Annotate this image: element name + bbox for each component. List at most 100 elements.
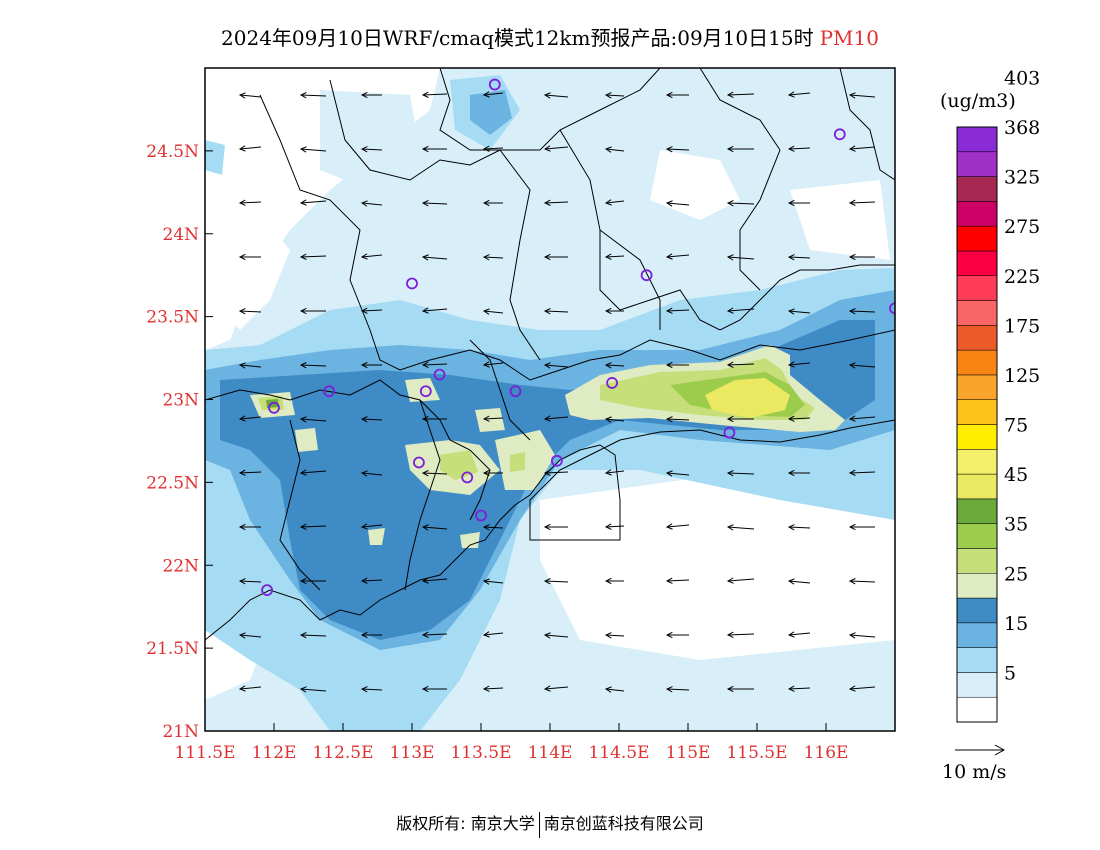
wind-arrow [726, 524, 755, 531]
wind-arrow [787, 631, 811, 638]
wind-arrow [543, 415, 569, 422]
wind-arrow [299, 523, 327, 530]
wind-arrow [665, 416, 690, 423]
wind-arrow [238, 362, 262, 369]
wind-arrow [421, 470, 448, 477]
lon-tick-label: 115.5E [726, 743, 787, 763]
wind-arrow [604, 253, 625, 260]
wind-arrow [360, 307, 383, 314]
wind-arrow [787, 254, 811, 261]
monitoring-stations [261, 78, 895, 597]
lon-tick-label: 112E [252, 743, 297, 763]
colorbar-swatch [956, 473, 998, 500]
colorbar-label: 35 [1004, 514, 1028, 536]
wind-arrow [482, 685, 504, 692]
lon-tick-label: 116E [804, 743, 849, 763]
wind-arrow [665, 361, 689, 369]
station-marker [833, 128, 846, 141]
colorbar-swatch [956, 349, 998, 376]
colorbar-label: 368 [1004, 117, 1040, 139]
wind-arrow [848, 253, 875, 261]
colorbar-label: 75 [1004, 415, 1028, 437]
wind-arrow [726, 631, 755, 638]
wind-arrow [665, 200, 690, 207]
wind-arrow [604, 416, 625, 423]
colorbar-swatch [956, 250, 998, 276]
wind-arrow [726, 91, 755, 98]
wind-arrow [604, 362, 625, 369]
title-text: 2024年09月10日WRF/cmaq模式12km预报产品:09月10日15时 [221, 26, 814, 50]
wind-arrow [421, 91, 448, 98]
wind-arrow [421, 200, 448, 207]
wind-arrow [787, 578, 811, 585]
wind-arrow [604, 307, 624, 315]
wind-arrow [726, 200, 755, 207]
wind-arrow [360, 91, 382, 99]
wind-arrow [238, 632, 262, 639]
wind-arrow [482, 415, 504, 422]
wind-arrow [787, 524, 811, 531]
wind-arrow [848, 523, 875, 531]
wind-arrow [482, 308, 504, 315]
station-marker [419, 385, 432, 398]
wind-arrow [421, 145, 447, 153]
wind-arrow [299, 577, 326, 585]
wind-arrow [299, 253, 327, 260]
wind-arrow [665, 307, 690, 314]
lon-tick-label: 114E [528, 743, 573, 763]
wind-arrow [726, 254, 755, 261]
wind-arrow [726, 685, 754, 693]
wind-arrow [787, 415, 811, 422]
lat-tick-label: 24.5N [146, 142, 199, 162]
wind-arrow [726, 361, 755, 368]
station-marker [488, 78, 501, 91]
station-marker [889, 302, 895, 315]
colorbar: (ug/m3) 5 15 25 35 45 75 125 175 225 275 325 368 403 [940, 67, 1040, 723]
pollutant-name: PM10 [819, 26, 879, 50]
wind-arrow [299, 469, 327, 476]
station-marker [509, 385, 522, 398]
wind-arrow [604, 199, 625, 206]
pm10-concentration-field [205, 68, 895, 731]
colorbar-label: 225 [1004, 266, 1040, 288]
colorbar-swatch [956, 573, 998, 599]
lon-tick-label: 111.5E [174, 743, 235, 763]
footer: 版权所有: 南京大学 南京创蓝科技有限公司 [0, 810, 1100, 838]
wind-arrow [543, 578, 569, 585]
wind-arrow [421, 577, 448, 584]
wind-arrow [238, 523, 261, 531]
wind-arrow [787, 91, 811, 98]
wind-arrow [665, 631, 689, 639]
lat-tick-label: 22.5N [146, 473, 199, 493]
wind-arrow [543, 253, 568, 261]
colorbar-swatch [956, 176, 998, 202]
wind-arrow [238, 685, 262, 692]
wind-arrow [421, 415, 447, 423]
wind-arrow [543, 362, 569, 369]
boundary-lines [205, 68, 895, 641]
company-text: 南京创蓝科技有限公司 [543, 814, 704, 833]
colorbar-label: 45 [1004, 464, 1028, 486]
copyright-text: 版权所有: 南京大学 [396, 814, 535, 833]
wind-arrow [665, 146, 690, 153]
wind-arrow [848, 415, 876, 422]
wind-arrow [848, 199, 876, 206]
wind-arrow [848, 362, 876, 369]
wind-arrow [787, 685, 811, 692]
station-marker [412, 456, 425, 469]
wind-arrow [299, 146, 327, 153]
wind-arrow [299, 307, 326, 315]
wind-arrow [604, 632, 625, 639]
longitude-axis: 111.5E 112E 112.5E 113E 113.5E 114E 114.5E 115E… [174, 723, 848, 763]
wind-arrow [482, 631, 504, 638]
colorbar-swatch [956, 201, 998, 227]
lon-tick-label: 113.5E [450, 743, 511, 763]
wind-arrow [665, 91, 689, 99]
lat-tick-label: 22N [162, 556, 199, 576]
wind-arrow [482, 145, 504, 152]
wind-arrow [848, 92, 876, 99]
wind-arrow [848, 632, 876, 639]
wind-arrow [543, 92, 569, 99]
wind-arrow [665, 253, 690, 260]
wind-arrow [848, 578, 876, 585]
